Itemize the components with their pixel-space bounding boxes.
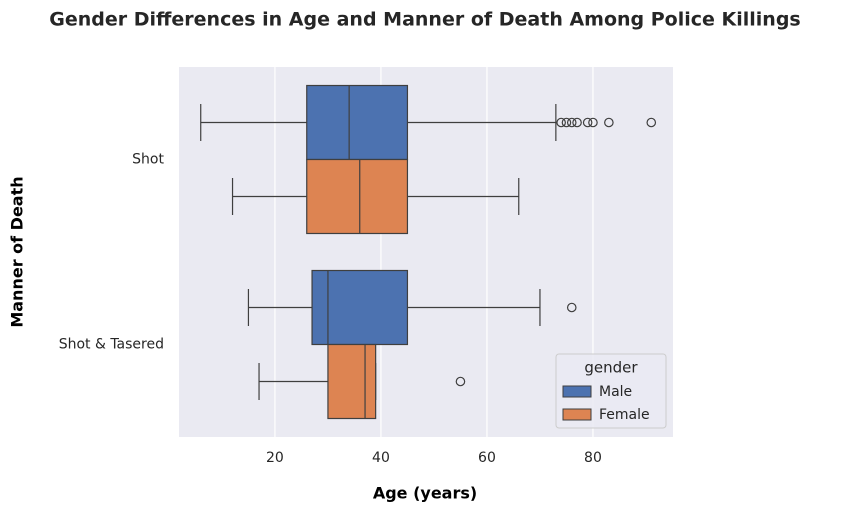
x-tick-label: 20: [266, 450, 284, 466]
y-axis-label: Manner of Death: [8, 176, 27, 327]
x-tick-label: 80: [584, 450, 602, 466]
chart-title: Gender Differences in Age and Manner of …: [49, 9, 800, 31]
box: [311, 269, 409, 346]
outlier: [572, 117, 582, 128]
legend-swatch: [562, 385, 592, 398]
outlier: [566, 302, 577, 313]
outlier: [556, 117, 566, 128]
outlier: [604, 117, 614, 128]
legend-swatch: [562, 408, 592, 421]
legend-title: gender: [584, 359, 638, 377]
outlier: [561, 117, 572, 128]
outlier: [588, 117, 598, 128]
box: [306, 84, 409, 161]
legend-label: Female: [599, 407, 650, 423]
outlier: [582, 117, 593, 128]
y-tick-label: Shot & Tasered: [59, 337, 164, 353]
outlier: [455, 376, 466, 387]
x-tick-label: 40: [372, 450, 390, 466]
y-tick-label: Shot: [132, 152, 164, 168]
box: [327, 343, 377, 420]
legend-label: Male: [599, 384, 632, 400]
box: [306, 158, 409, 235]
x-axis-label: Age (years): [373, 484, 477, 503]
x-tick-label: 60: [478, 450, 496, 466]
outlier: [646, 117, 657, 128]
outlier: [566, 117, 577, 128]
